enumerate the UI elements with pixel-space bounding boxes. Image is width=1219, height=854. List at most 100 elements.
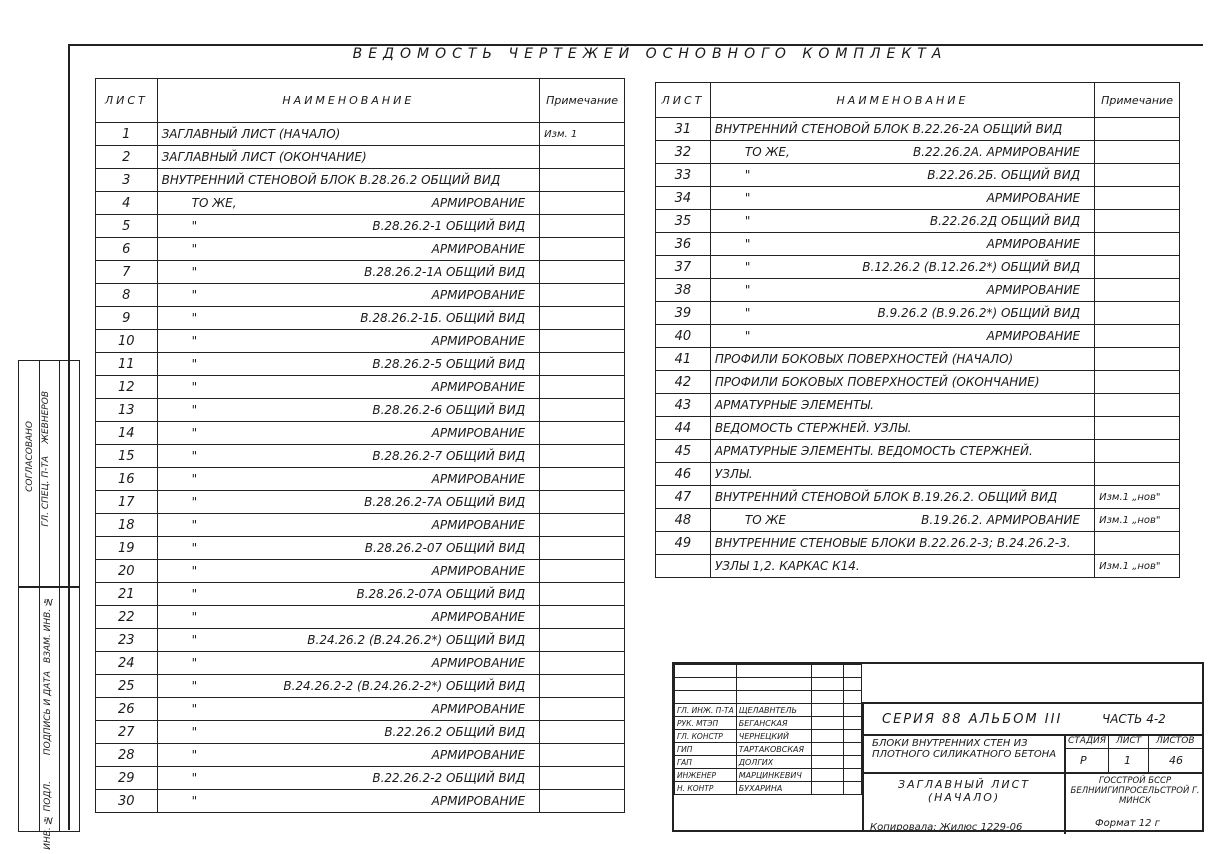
role-label: Гл. спец. п-та bbox=[41, 456, 51, 527]
sheet-number: 27 bbox=[95, 720, 158, 744]
sheet-note bbox=[1094, 416, 1180, 440]
name-prefix: " bbox=[191, 265, 198, 279]
table-row: 20 " Армирование bbox=[95, 559, 625, 583]
name-prefix: " bbox=[191, 587, 198, 601]
sheet-name: Ведомость стержней. Узлы. bbox=[709, 416, 1096, 440]
name-text: Армирование bbox=[986, 237, 1081, 251]
sheet-number: 18 bbox=[95, 513, 158, 537]
sheet-note bbox=[539, 467, 625, 491]
sheet-name: То же, В.22.26.2А. Армирование bbox=[709, 140, 1096, 164]
approval-strip: Согласовано Гл. спец. п-та Жевнеров Инв.… bbox=[18, 360, 80, 850]
person: Долгих bbox=[735, 755, 813, 769]
sheet-number: 38 bbox=[655, 278, 711, 302]
name-prefix: " bbox=[191, 725, 198, 739]
sheet-note bbox=[539, 168, 625, 192]
sheet-note bbox=[539, 720, 625, 744]
signature-row: Н. контр Бухарина bbox=[674, 781, 863, 795]
table-row: 5 " В.28.26.2-1 Общий вид bbox=[95, 214, 625, 238]
name-text: Армирование bbox=[431, 242, 526, 256]
name-prefix: То же, bbox=[191, 196, 237, 210]
name-prefix: " bbox=[191, 771, 198, 785]
name-prefix: " bbox=[191, 794, 198, 808]
person: Беганская bbox=[735, 716, 813, 730]
name-text: Армирование bbox=[431, 334, 526, 348]
sheet-name: " В.24.26.2-2 (В.24.26.2-2*) Общий вид bbox=[156, 674, 541, 698]
role: Инженер bbox=[674, 768, 737, 782]
date bbox=[842, 768, 863, 782]
sheet-number bbox=[655, 554, 711, 578]
table-row: 22 " Армирование bbox=[95, 605, 625, 629]
signature bbox=[811, 781, 844, 795]
name-text: В.22.26.2 Общий вид bbox=[384, 725, 526, 739]
table-row: 30 " Армирование bbox=[95, 789, 625, 813]
sign-date-label: Подпись и дата bbox=[43, 671, 53, 756]
person: Тартаковская bbox=[735, 742, 813, 756]
table-row: 21 " В.28.26.2-07А Общий вид bbox=[95, 582, 625, 606]
table-row: 37 " В.12.26.2 (В.12.26.2*) Общий вид bbox=[655, 255, 1180, 279]
sheet-note bbox=[1094, 117, 1180, 141]
table-row: 7 " В.28.26.2-1А Общий вид bbox=[95, 260, 625, 284]
sheet-name: " Армирование bbox=[156, 375, 541, 399]
sheet-name: То же В.19.26.2. Армирование bbox=[709, 508, 1096, 532]
name-prefix: " bbox=[191, 656, 198, 670]
sheet-name: То же, Армирование bbox=[156, 191, 541, 215]
sheet-note: Изм.1 „нов" bbox=[1094, 508, 1180, 532]
sheet-name: " В.28.26.2-1 Общий вид bbox=[156, 214, 541, 238]
table-row: 13 " В.28.26.2-6 Общий вид bbox=[95, 398, 625, 422]
signature bbox=[811, 729, 844, 743]
table-row: 33 " В.22.26.2Б. Общий вид bbox=[655, 163, 1180, 187]
name-text: В.22.26.2Б. Общий вид bbox=[927, 168, 1081, 182]
sheet-number: 17 bbox=[95, 490, 158, 514]
name-text: Армирование bbox=[431, 380, 526, 394]
sheet-note bbox=[1094, 255, 1180, 279]
table-row: 25 " В.24.26.2-2 (В.24.26.2-2*) Общий вид bbox=[95, 674, 625, 698]
left-table: Лист Наименование Примечание 1 Заглавный ли… bbox=[95, 78, 625, 813]
sheet-note bbox=[1094, 370, 1180, 394]
table-row: 10 " Армирование bbox=[95, 329, 625, 353]
name-prefix: " bbox=[191, 380, 198, 394]
sheet-name: " Армирование bbox=[156, 789, 541, 813]
subject: Блоки внутренних стен из плотного силика… bbox=[872, 738, 1057, 760]
sheet-number: 44 bbox=[655, 416, 711, 440]
sheet-number: 14 bbox=[95, 421, 158, 445]
sheet-name: " Армирование bbox=[156, 329, 541, 353]
name-prefix: " bbox=[191, 357, 198, 371]
role: Гл. инж. п-та bbox=[674, 703, 737, 717]
signature-row: Гл. констр Чернецкий bbox=[674, 729, 863, 743]
role: ГАП bbox=[674, 755, 737, 769]
sheet-name: Узлы. bbox=[709, 462, 1096, 486]
name-prefix: " bbox=[191, 679, 198, 693]
sheet-name: Внутренний стеновой блок В.28.26.2 Общий… bbox=[156, 168, 541, 192]
signatures-table: Гл. инж. п-та Щелавнтель Рук. мтэп Беганска… bbox=[674, 664, 863, 795]
sheet-note bbox=[1094, 301, 1180, 325]
name-text: Арматурные элементы. bbox=[714, 398, 874, 412]
sheet-number: 36 bbox=[655, 232, 711, 256]
table-row: 36 " Армирование bbox=[655, 232, 1180, 256]
sheet-number: 41 bbox=[655, 347, 711, 371]
sheet-number: 7 bbox=[95, 260, 158, 284]
name-prefix: " bbox=[191, 633, 198, 647]
table-row: 32 То же, В.22.26.2А. Армирование bbox=[655, 140, 1180, 164]
table-row: 23 " В.24.26.2 (В.24.26.2*) Общий вид bbox=[95, 628, 625, 652]
table-row: 45 Арматурные элементы. Ведомость стержне… bbox=[655, 439, 1180, 463]
sheet-note bbox=[1094, 324, 1180, 348]
sheet-note bbox=[539, 329, 625, 353]
sheet-value: 1 bbox=[1124, 754, 1131, 767]
series: Серия 88 альбом III bbox=[882, 712, 1063, 727]
name-prefix: " bbox=[191, 311, 198, 325]
sheet-label: Лист bbox=[1116, 736, 1142, 746]
sheet-number: 40 bbox=[655, 324, 711, 348]
format: Формат 12 г bbox=[1095, 818, 1160, 829]
sheet-name: " В.28.26.2-07А Общий вид bbox=[156, 582, 541, 606]
signature bbox=[811, 703, 844, 717]
sheet-note bbox=[1094, 163, 1180, 187]
name-prefix: " bbox=[191, 288, 198, 302]
sheet-note bbox=[539, 352, 625, 376]
sheet-number: 11 bbox=[95, 352, 158, 376]
sheet-name: " В.12.26.2 (В.12.26.2*) Общий вид bbox=[709, 255, 1096, 279]
name-prefix: " bbox=[744, 168, 751, 182]
copied-by: Копировала: Жилюс 1229-06 bbox=[870, 822, 1023, 833]
table-row: 2 Заглавный лист (окончание) bbox=[95, 145, 625, 169]
sheet-number: 32 bbox=[655, 140, 711, 164]
name-text: В.28.26.2-5 Общий вид bbox=[372, 357, 526, 371]
